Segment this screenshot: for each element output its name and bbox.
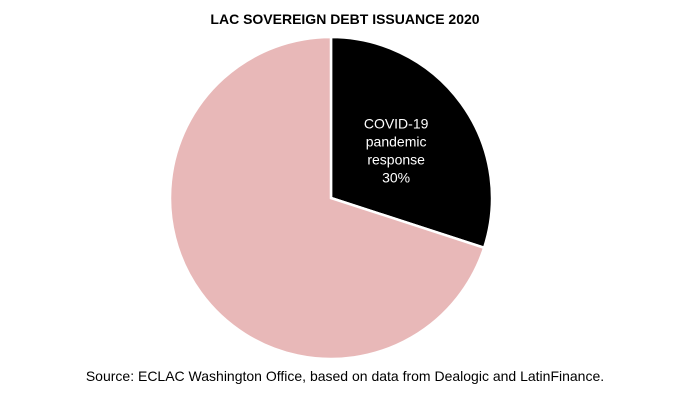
pie-slice-1 xyxy=(168,35,486,361)
pie-slice-label-line: response xyxy=(367,152,425,168)
pie-slice-0 xyxy=(329,35,494,250)
pie-slice-label-line: COVID-19 xyxy=(364,116,429,132)
chart-title: LAC SOVEREIGN DEBT ISSUANCE 2020 xyxy=(210,11,480,27)
pie-slice-label-0: COVID-19 pandemic response 30% xyxy=(364,116,429,186)
source-note: Source: ECLAC Washington Office, based o… xyxy=(85,368,605,384)
pie-slice-label-line: 30% xyxy=(382,170,410,186)
pie-slice-label-line: pandemic xyxy=(366,134,427,150)
